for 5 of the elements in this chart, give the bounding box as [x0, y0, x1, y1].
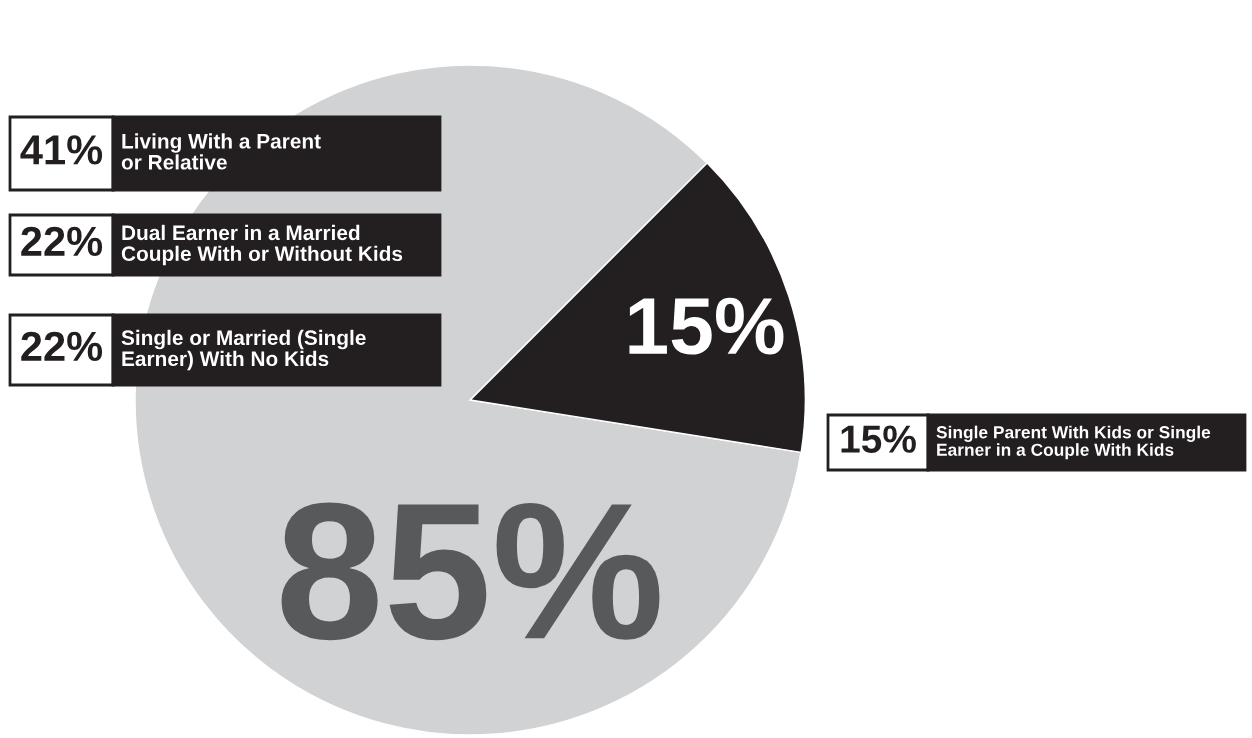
- data-label: 85%: [281, 502, 660, 641]
- text: 22% Single or Married (Single Earner) With No Kids: [21, 329, 366, 371]
- text: 22% Dual Earner in a Married Couple With or Without Kids: [21, 224, 403, 266]
- text: 15% Single Parent With Kids or Single Earner in a Couple With Kids: [841, 425, 1211, 460]
- data-label: 15%: [629, 297, 784, 355]
